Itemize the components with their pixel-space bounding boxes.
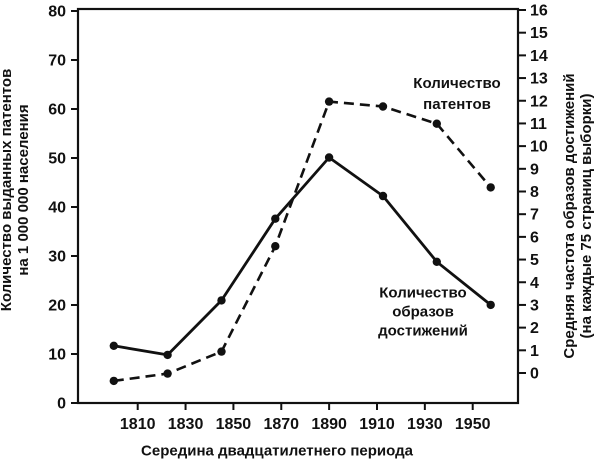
imagery-point (432, 257, 441, 266)
x-axis-tick-label: 1850 (216, 416, 252, 433)
left-axis-title-line: Количество выданных патентов (0, 68, 15, 312)
right-axis-tick-label: 1 (530, 343, 539, 360)
x-axis-tick-label: 1810 (120, 416, 156, 433)
right-axis-title-line: Средняя частота образов достижений (561, 73, 578, 359)
imagery-series-label-line: Количество (379, 284, 467, 302)
left-axis-tick-label: 80 (48, 4, 66, 21)
plot-frame (76, 7, 520, 405)
right-axis-tick-label: 0 (530, 366, 539, 383)
patents-line (113, 100, 492, 383)
left-axis-title: Количество выданных патентов на 1 000 00… (0, 69, 32, 312)
x-axis-tick-label: 1830 (168, 416, 204, 433)
patents-point (486, 183, 495, 192)
imagery-series-label-line: достижений (378, 322, 468, 340)
left-axis-tick-label: 10 (48, 347, 66, 364)
right-axis-tick-label: 15 (530, 25, 548, 42)
imagery-point (324, 153, 334, 162)
patents-point (432, 119, 441, 128)
left-axis-title-line: на 1 000 000 населения (15, 104, 32, 276)
patents-point (324, 97, 334, 106)
x-axis-tick-label: 1890 (311, 416, 347, 433)
left-axis-tick-label: 0 (57, 396, 66, 413)
imagery-point (271, 214, 280, 223)
left-axis-tick-label: 30 (48, 249, 66, 266)
right-axis-title-line: (на каждые 75 страниц выборки) (578, 93, 595, 339)
patents-point (217, 347, 226, 356)
patents-series-label-line: Количество (413, 75, 501, 92)
right-axis-tick-label: 3 (530, 297, 539, 314)
left-axis-tick-label: 70 (48, 53, 66, 70)
patents-point (163, 369, 172, 378)
patents-point (378, 102, 388, 111)
x-axis-tick-label: 1950 (455, 416, 491, 433)
right-axis-tick-label: 9 (530, 161, 539, 178)
right-axis-tick-label: 5 (530, 252, 539, 269)
patents-point (271, 242, 280, 251)
imagery-point (217, 296, 226, 305)
imagery-point (163, 350, 172, 360)
right-axis-tick-label: 16 (530, 3, 548, 20)
left-axis-tick-label: 20 (48, 298, 66, 315)
x-axis-title: Середина двадцатилетнего периода (141, 442, 413, 460)
imagery-series-label: Количество образов достижений (378, 284, 468, 341)
right-axis-tick-label: 12 (530, 93, 548, 110)
right-axis-tick-label: 10 (530, 139, 548, 156)
x-axis-tick-label: 1930 (407, 416, 443, 433)
imagery-line (113, 156, 492, 357)
right-axis-tick-label: 6 (530, 229, 539, 246)
imagery-point (486, 300, 495, 310)
right-axis-tick-label: 11 (530, 116, 547, 133)
imagery-point (109, 341, 119, 350)
x-axis-tick-label: 1910 (359, 416, 395, 433)
x-axis-tick-label: 1870 (263, 416, 299, 433)
patents-point (109, 376, 119, 386)
right-axis-tick-label: 8 (530, 184, 539, 201)
right-axis-title: Средняя частота образов достижений (на к… (561, 73, 595, 358)
right-axis-tick-label: 2 (530, 320, 539, 337)
left-axis-tick-label: 60 (48, 102, 66, 119)
right-axis-tick-label: 13 (530, 71, 548, 88)
left-axis-tick-label: 40 (48, 200, 66, 217)
patents-series-label: Количество патентов (413, 73, 500, 115)
imagery-series-label-line: образов (392, 303, 454, 321)
right-axis-tick-label: 4 (530, 275, 539, 292)
right-axis-tick-label: 7 (530, 207, 539, 224)
right-axis-tick-label: 14 (530, 48, 548, 65)
left-axis-tick-label: 50 (48, 151, 66, 168)
patents-series-label-line: патентов (423, 96, 491, 113)
imagery-point (378, 191, 388, 201)
